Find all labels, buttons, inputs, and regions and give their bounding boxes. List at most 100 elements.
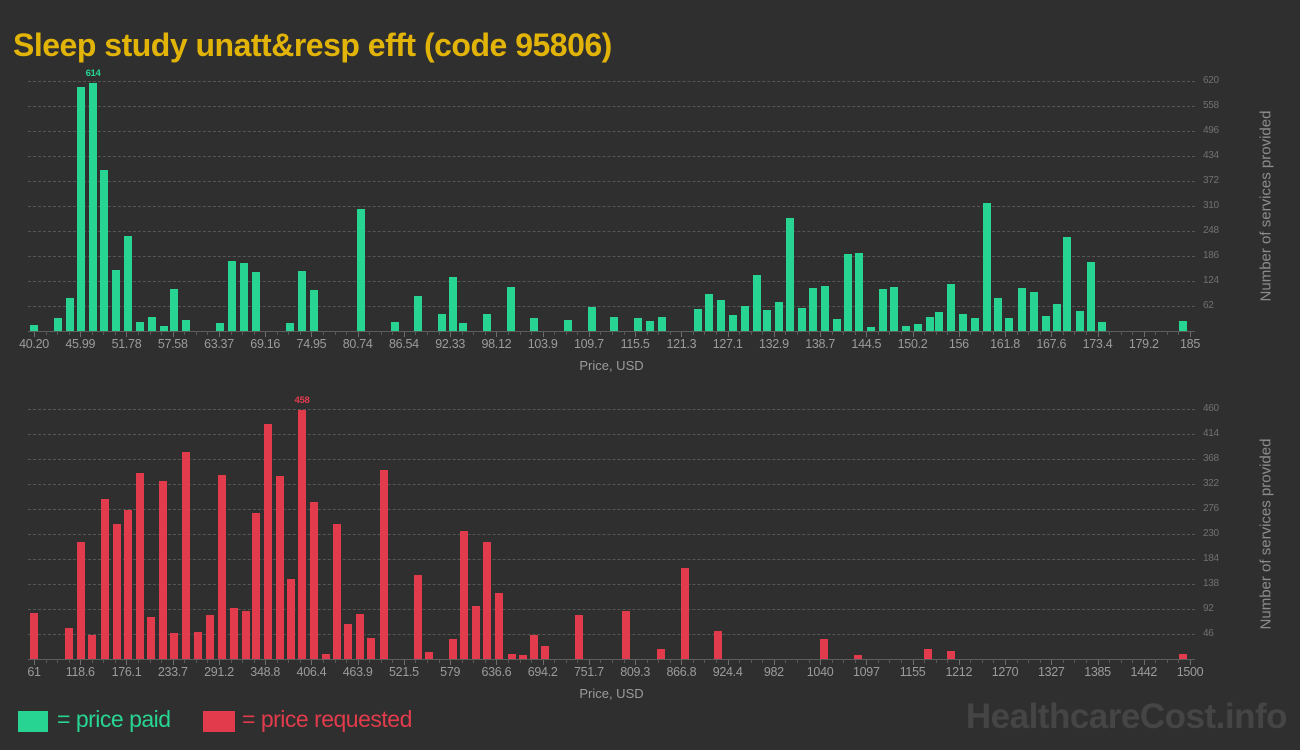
x-axis-minor-tick [519,660,521,663]
x-axis-tick [681,332,683,337]
x-axis-minor-tick [461,660,463,663]
x-axis-minor-tick [993,332,995,335]
x-axis-minor-tick [380,660,382,663]
x-axis-minor-tick [981,332,983,335]
bar [30,612,38,659]
x-axis-minor-tick [623,332,625,335]
x-axis-minor-tick [473,660,475,663]
price-paid-label: = price paid [57,706,171,732]
bar [251,512,260,659]
x-axis-minor-tick [924,660,926,663]
x-axis-tick [265,660,267,665]
x-axis-minor-tick [507,660,509,663]
bar [483,541,491,659]
x-tick-label: 121.3 [666,337,697,351]
bar [227,261,236,331]
bar [355,613,364,659]
x-axis-tick [1051,332,1053,337]
y-tick-label: 620 [1203,75,1219,86]
x-axis-minor-tick [739,332,741,335]
x-axis-minor-tick [1120,332,1122,335]
bar [774,301,783,331]
x-tick-label: 150.2 [897,337,928,351]
x-tick-label: 348.8 [250,665,281,679]
x-tick-label: 233.7 [157,665,188,679]
x-axis-minor-tick [600,332,602,335]
x-axis-minor-tick [207,332,209,335]
x-tick-label: 406.4 [296,665,327,679]
x-axis-tick [80,332,82,337]
bar [136,322,145,331]
x-axis-tick [172,660,174,665]
grid-line [28,534,1195,535]
bar [694,308,703,331]
x-axis-minor-tick [877,332,879,335]
x-axis-minor-tick [935,332,937,335]
grid-line [28,156,1195,157]
bar [181,452,190,659]
bar [541,645,549,659]
plot-area [28,392,1195,660]
page-title: Sleep study unatt&resp efft (code 95806) [13,27,612,64]
x-tick-label: 982 [763,665,784,679]
x-axis-minor-tick [253,660,255,663]
x-tick-label: 138.7 [805,337,835,351]
bar [717,299,726,331]
x-tick-label: 809.3 [620,665,650,679]
bar [740,306,749,331]
x-axis-minor-tick [1062,660,1064,663]
x-axis-tick [820,660,822,665]
x-tick-label: 463.9 [342,665,373,679]
price-requested-swatch [203,711,235,732]
x-axis-minor-tick [299,332,301,335]
x-axis-tick [126,332,128,337]
x-axis-minor-tick [739,660,741,663]
x-axis-tick [218,660,220,665]
bar [449,638,458,659]
x-axis-minor-tick [473,332,475,335]
bar [206,614,214,659]
x-axis-minor-tick [323,332,324,335]
bar [298,270,307,331]
bar [135,473,144,659]
bar [216,322,224,331]
bar [88,635,96,659]
x-axis-minor-tick [646,332,648,335]
bar [1178,654,1187,659]
x-axis-minor-tick [207,660,209,663]
bar [680,568,689,659]
x-axis-minor-tick [1166,332,1168,335]
x-tick-label: 1500 [1176,665,1204,679]
grid-line [28,509,1195,510]
x-tick-label: 127.1 [712,337,743,351]
x-axis-tick [542,332,544,337]
bar [333,524,342,659]
x-tick-label: 291.2 [204,665,234,679]
x-axis-tick [1005,332,1007,337]
x-tick-label: 115.5 [620,337,650,351]
grid-line [28,181,1195,182]
x-axis-minor-tick [1028,332,1030,335]
bar [242,611,250,659]
x-axis-minor-tick [669,660,671,663]
x-axis-minor-tick [901,332,902,335]
x-tick-label: 1212 [945,665,973,679]
x-axis-minor-tick [91,332,93,335]
x-axis-minor-tick [935,660,937,663]
bar [449,276,458,331]
x-axis-tick [357,332,359,337]
x-tick-label: 74.95 [296,337,327,351]
bar [529,318,538,331]
x-axis-minor-tick [438,660,440,663]
x-axis-minor-tick [1109,332,1111,335]
x-tick-label: 144.5 [851,337,882,351]
y-axis-title: Number of services provided [1257,438,1275,630]
bar [1098,322,1107,331]
plot-area [28,60,1195,332]
bar [413,575,422,659]
x-axis-tick [866,660,868,665]
x-axis-minor-tick [195,660,197,663]
x-axis-minor-tick [750,660,752,663]
y-tick-label: 460 [1203,403,1219,414]
bar [380,469,388,659]
